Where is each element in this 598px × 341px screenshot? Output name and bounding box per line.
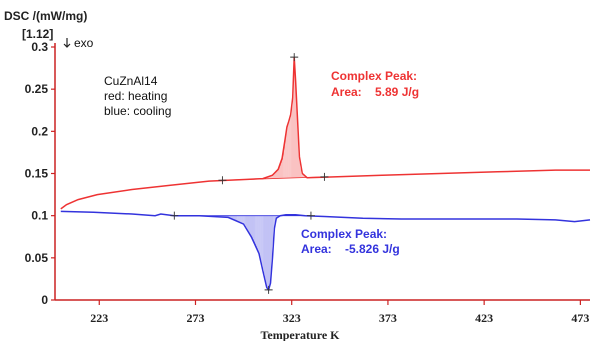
peak-marker [264, 285, 273, 294]
y-tick-label: 0.3 [31, 40, 48, 54]
y-axis-label: DSC /(mW/mg) [4, 9, 87, 23]
peak-area-label-cooling: Area: [301, 242, 332, 256]
peak-annotation-cooling: Complex Peak: Area: -5.826 J/g [301, 227, 400, 256]
x-tick-label: 323 [283, 311, 301, 325]
peak-annotation-heating: Complex Peak: Area: 5.89 J/g [331, 69, 419, 99]
x-axis-label: Temperature K [261, 328, 341, 341]
heating-curve [60, 57, 590, 210]
peak-marker [320, 172, 329, 181]
y-tick-label: 0.2 [31, 124, 48, 138]
x-ticks: 223 273 323 373 423 473 [90, 300, 589, 325]
y-tick-label: 0 [41, 293, 48, 307]
legend-line-cooling: blue: cooling [104, 104, 171, 118]
peak-title-cooling: Complex Peak: [301, 227, 387, 241]
y-tick-label: 0.1 [31, 209, 48, 223]
peak-area-value-cooling: -5.826 J/g [345, 242, 400, 256]
peak-title-heating: Complex Peak: [331, 69, 417, 83]
peak-marker [306, 211, 315, 220]
peak-marker [290, 53, 299, 62]
x-tick-label: 373 [379, 311, 397, 325]
x-tick-label: 473 [571, 311, 589, 325]
legend-line-sample: CuZnAl14 [104, 74, 158, 88]
exo-arrow-icon [63, 38, 71, 48]
peak-area-label-heating: Area: [331, 85, 362, 99]
legend-line-heating: red: heating [104, 89, 167, 103]
peak-baseline [222, 176, 325, 181]
legend-notes: CuZnAl14 red: heating blue: cooling [104, 74, 171, 118]
peak-marker [218, 176, 227, 185]
y-ticks: 0 0.05 0.1 0.15 0.2 0.25 0.3 [25, 40, 55, 307]
y-tick-label: 0.15 [25, 167, 49, 181]
x-tick-label: 223 [90, 311, 108, 325]
peak-baselines [170, 53, 329, 294]
exo-label: exo [74, 36, 94, 50]
peak-marker [170, 211, 179, 220]
peak-area-value-heating: 5.89 J/g [375, 85, 419, 99]
x-tick-label: 423 [475, 311, 493, 325]
x-tick-label: 273 [186, 311, 204, 325]
y-tick-label: 0.05 [25, 251, 49, 265]
y-tick-label: 0.25 [25, 82, 49, 96]
exo-indicator: exo [63, 36, 94, 50]
y-axis-label-extra: [1.12] [22, 27, 53, 41]
